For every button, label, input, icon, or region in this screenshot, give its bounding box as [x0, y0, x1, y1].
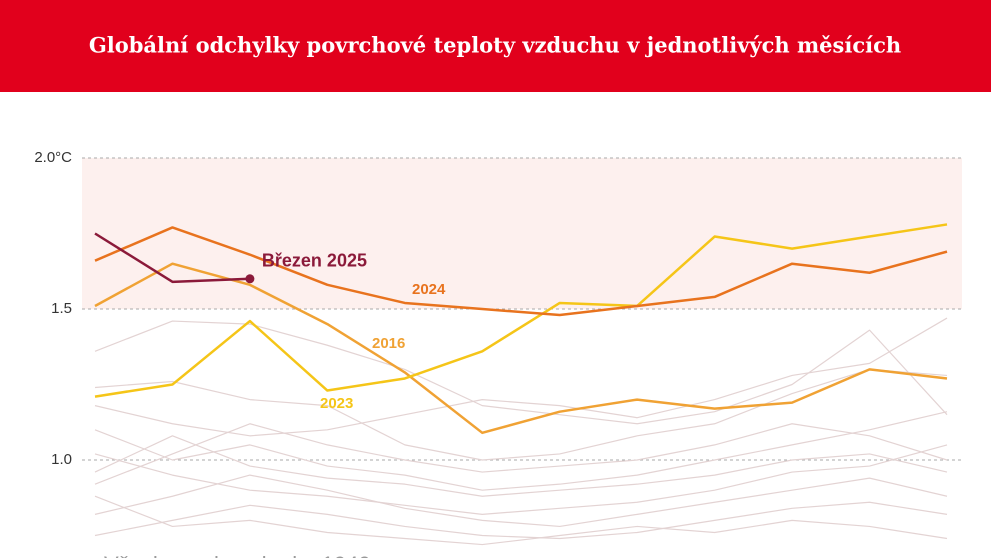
- background-line: [94, 411, 948, 491]
- background-line: [94, 368, 948, 461]
- series-line: [94, 223, 948, 398]
- background-line: [94, 501, 948, 540]
- chart-title: Globální odchylky povrchové teploty vzdu…: [89, 33, 901, 58]
- y-tick-label: 1.5: [51, 300, 72, 317]
- background-line: [94, 423, 948, 485]
- background-line: [94, 495, 948, 546]
- target-band: [82, 158, 962, 309]
- series-line: [94, 226, 948, 317]
- background-line: [94, 320, 948, 425]
- y-tick-label: 2.0°C: [34, 149, 72, 166]
- series-label: 2023: [320, 395, 353, 412]
- footnote: Všechny roky od roku 1940: [104, 552, 371, 558]
- background-line: [94, 444, 948, 515]
- series-line: [94, 262, 948, 435]
- series-label: 2016: [372, 335, 405, 352]
- series-label: 2024: [412, 281, 446, 298]
- background-line: [94, 435, 948, 497]
- background-line: [94, 474, 948, 528]
- series-line: [94, 232, 250, 284]
- background-line: [94, 317, 948, 437]
- y-tick-label: 1.0: [51, 451, 72, 468]
- header: [0, 0, 991, 92]
- end-point: [245, 274, 255, 284]
- series-label: Březen 2025: [262, 251, 367, 271]
